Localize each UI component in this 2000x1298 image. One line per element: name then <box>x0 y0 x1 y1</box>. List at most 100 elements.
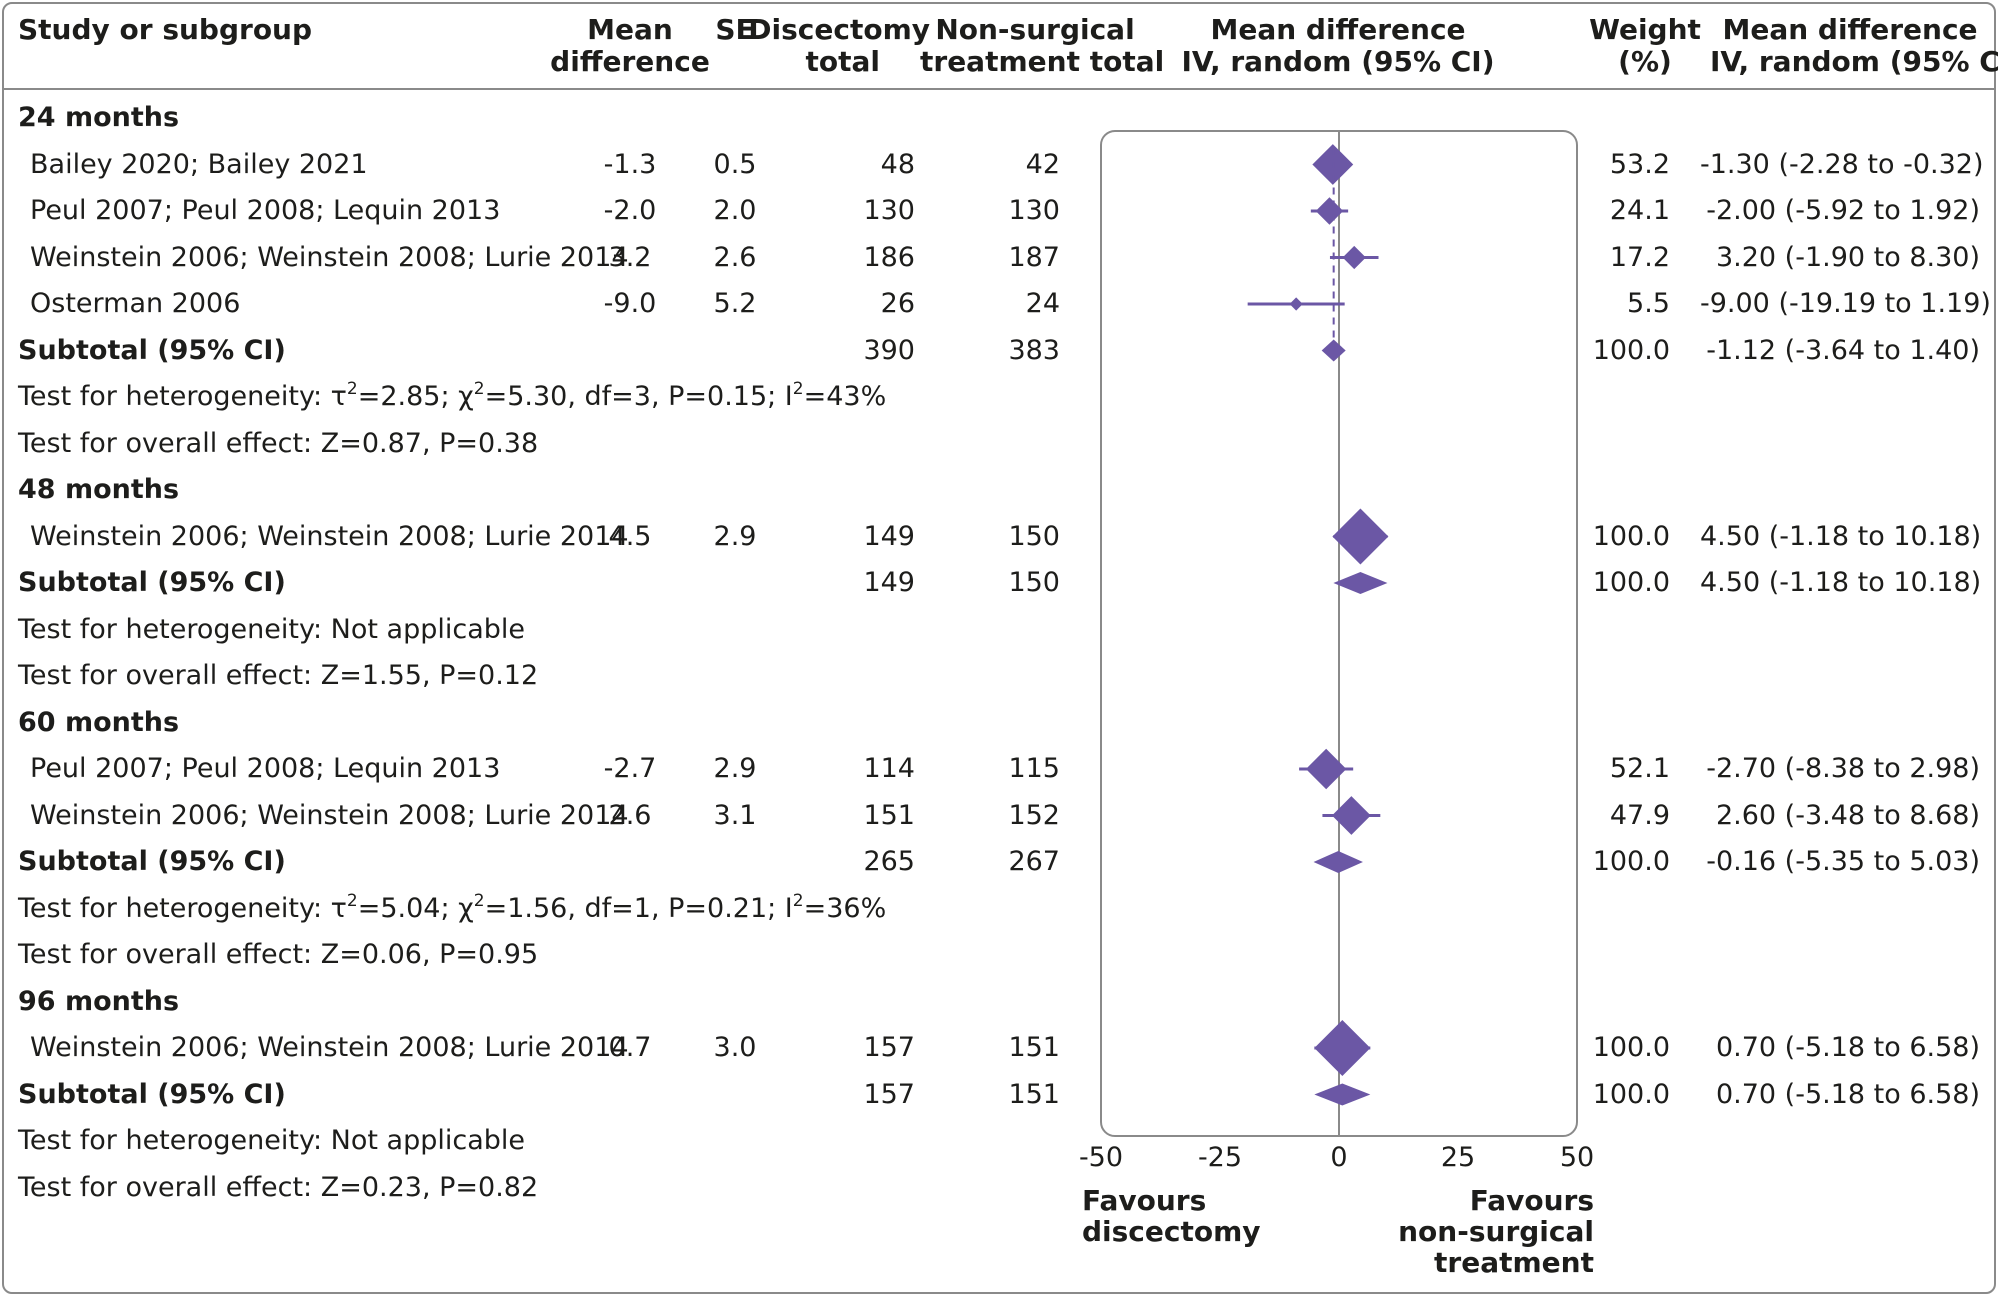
study-estimate-marker <box>1315 197 1344 225</box>
header-weight-line1: Weight <box>1589 13 1701 46</box>
mean-difference-value: 2.6 <box>608 799 652 831</box>
study-estimate-marker <box>1314 1020 1371 1076</box>
weight-value: 100.0 <box>1592 334 1670 366</box>
subtotal-diamond <box>1313 851 1363 873</box>
favours-right-line3: treatment <box>1434 1246 1594 1279</box>
nonsurgical-total: 152 <box>1008 799 1060 831</box>
mean-difference-value: -9.0 <box>603 288 657 319</box>
nonsurgical-total: 130 <box>1008 195 1060 226</box>
mean-difference-value: -1.3 <box>603 148 657 180</box>
header-plot-line2: IV, random (95% CI) <box>1181 45 1495 78</box>
discectomy-total: 149 <box>863 520 915 552</box>
discectomy-total: 114 <box>863 753 915 784</box>
study-name: Weinstein 2006; Weinstein 2008; Lurie 20… <box>30 1032 629 1063</box>
subgroup-heading: 96 months <box>18 985 180 1017</box>
weight-value: 100.0 <box>1592 567 1670 598</box>
favours-left-line1: Favours <box>1082 1184 1207 1217</box>
subgroup-heading: 48 months <box>18 474 180 505</box>
ci-value: 4.50 (-1.18 to 10.18) <box>1700 567 1982 598</box>
discectomy-total: 26 <box>880 288 915 319</box>
discectomy-total: 130 <box>863 195 915 226</box>
ci-value: -9.00 (-19.19 to 1.19) <box>1700 288 1991 319</box>
ci-value: -0.16 (-5.35 to 5.03) <box>1706 846 1980 877</box>
x-tick-label: -50 <box>1079 1142 1123 1173</box>
weight-value: 24.1 <box>1609 195 1670 226</box>
mean-difference-value: -2.7 <box>603 753 657 784</box>
study-name: Osterman 2006 <box>30 288 241 319</box>
study-estimate-marker <box>1289 297 1303 311</box>
discectomy-total: 48 <box>880 148 915 180</box>
ci-value: 0.70 (-5.18 to 6.58) <box>1715 1032 1980 1063</box>
test-note: Test for heterogeneity: Not applicable <box>18 1125 526 1156</box>
nonsurgical-total: 383 <box>1008 334 1060 366</box>
se-value: 2.9 <box>713 520 757 552</box>
weight-value: 52.1 <box>1609 753 1670 784</box>
x-tick-label: -25 <box>1198 1142 1242 1173</box>
mean-difference-value: -2.0 <box>603 195 657 226</box>
nonsurgical-total: 187 <box>1008 241 1060 273</box>
ci-value: -2.70 (-8.38 to 2.98) <box>1706 753 1980 784</box>
x-tick-label: 0 <box>1330 1142 1347 1173</box>
ci-value: 0.70 (-5.18 to 6.58) <box>1715 1078 1980 1110</box>
header-se: SE <box>715 13 755 46</box>
subtotal-diamond <box>1333 572 1388 594</box>
ci-value: 3.20 (-1.90 to 8.30) <box>1715 241 1980 273</box>
nonsurgical-total: 115 <box>1008 753 1060 784</box>
nonsurgical-total: 42 <box>1025 148 1060 180</box>
nonsurgical-total: 150 <box>1008 567 1060 598</box>
weight-value: 100.0 <box>1592 846 1670 877</box>
header-divider <box>2 88 1996 90</box>
nonsurgical-total: 24 <box>1025 288 1060 319</box>
header-nonsurgical-line2: treatment total <box>920 45 1165 78</box>
discectomy-total: 151 <box>863 799 915 831</box>
x-tick-label: 50 <box>1560 1142 1594 1173</box>
test-note: Test for heterogeneity: Not applicable <box>18 613 526 645</box>
heterogeneity-test: Test for heterogeneity: τ2=5.04; χ2=1.56… <box>18 890 887 924</box>
favours-right-line2: non-surgical <box>1398 1215 1594 1248</box>
header-plot-line1: Mean difference <box>1210 13 1466 46</box>
study-name: Weinstein 2006; Weinstein 2008; Lurie 20… <box>30 520 629 552</box>
header-discectomy-line1: Discectomy <box>748 13 930 46</box>
mean-difference-value: 4.5 <box>608 520 652 552</box>
se-value: 2.6 <box>713 241 757 273</box>
test-note: Test for overall effect: Z=0.23, P=0.82 <box>18 1171 539 1203</box>
favours-left-line2: discectomy <box>1082 1215 1261 1248</box>
discectomy-total: 265 <box>863 846 915 877</box>
subgroup-heading: 24 months <box>18 102 180 133</box>
study-estimate-marker <box>1332 508 1389 565</box>
header-nonsurgical-line1: Non-surgical <box>935 13 1135 46</box>
se-value: 0.5 <box>713 148 757 180</box>
weight-value: 47.9 <box>1609 799 1670 831</box>
study-estimate-marker <box>1305 748 1347 790</box>
nonsurgical-total: 150 <box>1008 520 1060 552</box>
weight-value: 100.0 <box>1592 1032 1670 1063</box>
study-name: Peul 2007; Peul 2008; Lequin 2013 <box>30 195 501 226</box>
weight-value: 5.5 <box>1627 288 1670 319</box>
se-value: 2.0 <box>713 195 757 226</box>
subtotal-label: Subtotal (95% CI) <box>18 567 286 598</box>
test-note: Test for overall effect: Z=1.55, P=0.12 <box>18 660 539 691</box>
se-value: 3.1 <box>713 799 757 831</box>
ci-value: -1.30 (-2.28 to -0.32) <box>1700 148 1984 180</box>
study-estimate-marker <box>1331 796 1371 835</box>
weight-value: 100.0 <box>1592 520 1670 552</box>
ci-value: -2.00 (-5.92 to 1.92) <box>1706 195 1980 226</box>
favours-right-line1: Favours <box>1469 1184 1594 1217</box>
header-ci-line1: Mean difference <box>1722 13 1978 46</box>
discectomy-total: 157 <box>863 1078 915 1110</box>
discectomy-total: 390 <box>863 334 915 366</box>
header-mean-difference-line1: Mean <box>587 13 673 46</box>
subtotal-label: Subtotal (95% CI) <box>18 334 286 366</box>
study-name: Weinstein 2006; Weinstein 2008; Lurie 20… <box>30 799 629 831</box>
subtotal-label: Subtotal (95% CI) <box>18 846 286 877</box>
discectomy-total: 186 <box>863 241 915 273</box>
header-mean-difference-line2: difference <box>550 45 710 78</box>
mean-difference-value: 0.7 <box>608 1032 652 1063</box>
weight-value: 53.2 <box>1609 148 1670 180</box>
nonsurgical-total: 151 <box>1008 1032 1060 1063</box>
weight-value: 17.2 <box>1609 241 1670 273</box>
study-name: Bailey 2020; Bailey 2021 <box>30 148 368 180</box>
test-note: Test for overall effect: Z=0.87, P=0.38 <box>18 427 539 459</box>
header-study: Study or subgroup <box>18 13 313 46</box>
